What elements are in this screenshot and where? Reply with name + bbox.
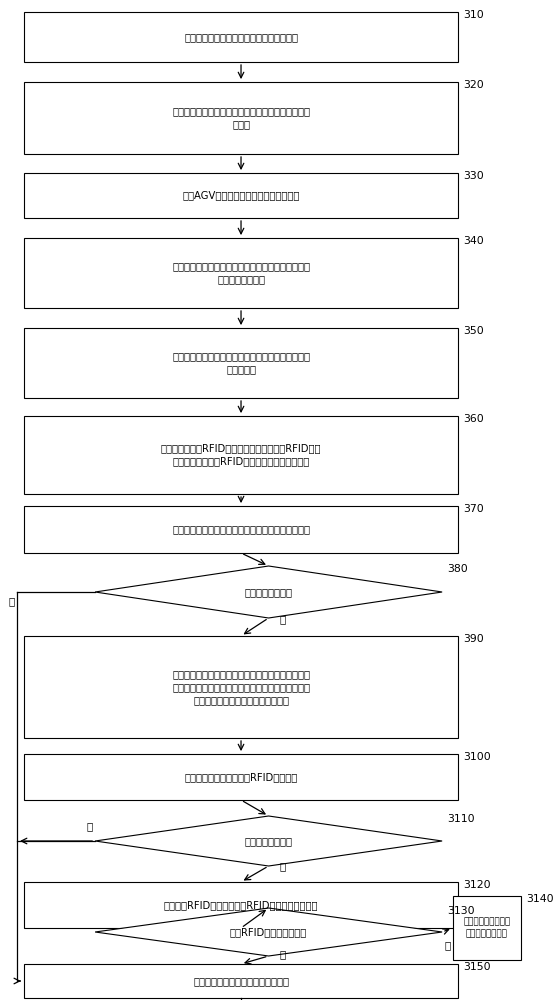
FancyBboxPatch shape — [24, 416, 458, 494]
Polygon shape — [95, 816, 442, 866]
Text: 330: 330 — [464, 171, 484, 181]
Text: 判断是否校验成功: 判断是否校验成功 — [245, 587, 293, 597]
Text: 将翻箱后的烟丝箱运
输至空箱返库站台: 将翻箱后的烟丝箱运 输至空箱返库站台 — [463, 918, 510, 938]
FancyBboxPatch shape — [24, 964, 458, 998]
FancyBboxPatch shape — [24, 506, 458, 553]
Text: 根据第一出库任务将对应货位的烟丝箱输送至仓库出
库站台: 根据第一出库任务将对应货位的烟丝箱输送至仓库出 库站台 — [172, 107, 310, 129]
Text: 370: 370 — [464, 504, 484, 514]
Text: 将第一出库任务中的箱号、牌号以及批次号等信息写
入烟丝箱到货站台: 将第一出库任务中的箱号、牌号以及批次号等信息写 入烟丝箱到货站台 — [172, 262, 310, 284]
FancyBboxPatch shape — [24, 754, 458, 800]
Text: 通过AGV将烟丝箱运输至烟丝箱到货站台: 通过AGV将烟丝箱运输至烟丝箱到货站台 — [182, 190, 300, 200]
Text: 320: 320 — [464, 80, 484, 90]
Text: 将翻箱后的烟丝箱运输至RFID读写站台: 将翻箱后的烟丝箱运输至RFID读写站台 — [184, 772, 297, 782]
FancyBboxPatch shape — [24, 328, 458, 398]
Text: 将烟丝箱运输至RFID读写站台后，通过第一RFID读写
器扫描烟丝箱上的RFID标签，以便获取烟丝信息: 将烟丝箱运输至RFID读写站台后，通过第一RFID读写 器扫描烟丝箱上的RFID… — [161, 444, 321, 466]
Text: 3100: 3100 — [464, 752, 491, 762]
Text: 否: 否 — [8, 596, 14, 606]
FancyBboxPatch shape — [24, 636, 458, 738]
FancyBboxPatch shape — [24, 238, 458, 308]
Text: 根据翻箱喂丝生产指令，生成第一出库任务: 根据翻箱喂丝生产指令，生成第一出库任务 — [184, 32, 298, 42]
Text: 将校验后的烟丝箱运输至翻箱站台，以便设置在翻箱
站台的翻箱喂丝机将烟丝箱内的烟丝倒入储丝柜，并
通过风送管路将烟丝输送到卷烟机组: 将校验后的烟丝箱运输至翻箱站台，以便设置在翻箱 站台的翻箱喂丝机将烟丝箱内的烟丝… — [172, 669, 310, 705]
FancyBboxPatch shape — [24, 12, 458, 62]
Text: 360: 360 — [464, 414, 484, 424]
FancyBboxPatch shape — [24, 882, 458, 928]
Text: 是: 是 — [444, 940, 450, 950]
Text: 否: 否 — [279, 949, 285, 959]
Text: 否: 否 — [86, 821, 93, 831]
Text: 判断是否翻箱成功: 判断是否翻箱成功 — [245, 836, 293, 846]
Text: 3120: 3120 — [464, 880, 491, 890]
Text: 380: 380 — [448, 564, 468, 574]
Text: 3110: 3110 — [448, 814, 475, 824]
Text: 350: 350 — [464, 326, 484, 336]
Text: 3140: 3140 — [526, 894, 554, 904]
Polygon shape — [95, 566, 442, 618]
FancyBboxPatch shape — [453, 896, 521, 960]
Text: 310: 310 — [464, 10, 484, 20]
Text: 设置在烟丝箱到货站台的摄像头采集烟丝箱设置的烟
丝箱号标识: 设置在烟丝箱到货站台的摄像头采集烟丝箱设置的烟 丝箱号标识 — [172, 352, 310, 374]
Text: 390: 390 — [464, 634, 484, 644]
Text: 判断RFID标签是否初始化: 判断RFID标签是否初始化 — [230, 927, 307, 937]
Text: 通过第一RFID读写器初始化RFID标签中携带的信息: 通过第一RFID读写器初始化RFID标签中携带的信息 — [164, 900, 318, 910]
FancyBboxPatch shape — [24, 82, 458, 154]
Text: 将烟丝箱运输至异常烟丝箱剔除站台: 将烟丝箱运输至异常烟丝箱剔除站台 — [193, 976, 289, 986]
Text: 3150: 3150 — [464, 962, 491, 972]
Text: 340: 340 — [464, 236, 484, 246]
Text: 3130: 3130 — [448, 906, 475, 916]
Text: 是: 是 — [279, 614, 285, 624]
FancyBboxPatch shape — [24, 173, 458, 218]
Text: 对烟丝箱号标识、烟丝信息和第一出库任务进行校验: 对烟丝箱号标识、烟丝信息和第一出库任务进行校验 — [172, 524, 310, 534]
Polygon shape — [95, 908, 442, 956]
Text: 是: 是 — [279, 861, 285, 871]
